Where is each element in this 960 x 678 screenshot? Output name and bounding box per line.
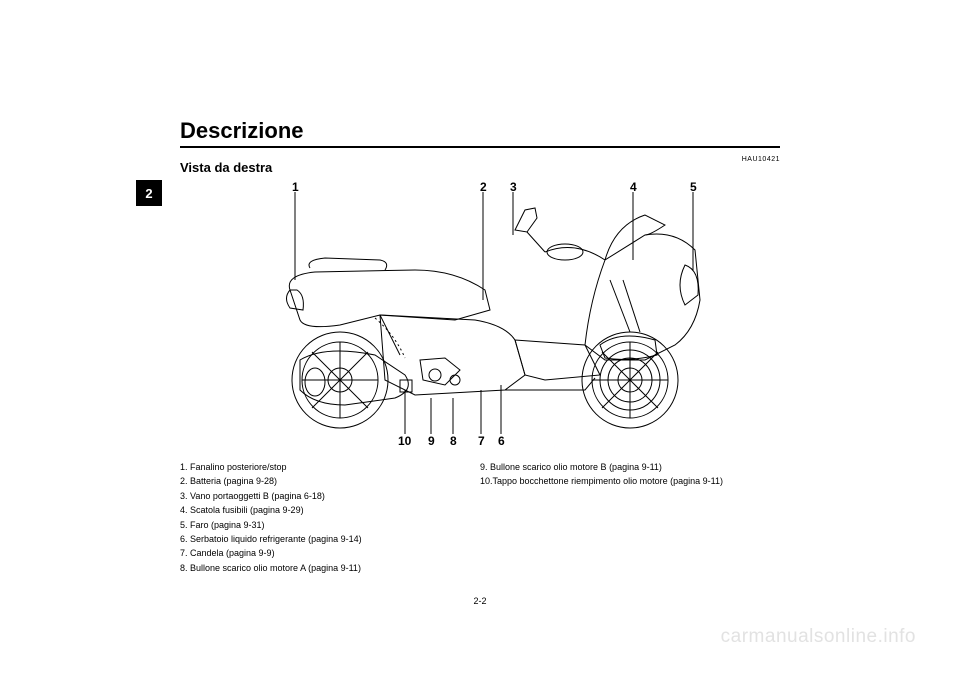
legend-item: 3. Vano portaoggetti B (pagina 6-18): [180, 489, 470, 503]
callout-9: 9: [428, 434, 435, 448]
section-subtitle: Vista da destra: [180, 160, 272, 175]
page-number: 2-2: [0, 596, 960, 606]
legend-item: 10.Tappo bocchettone riempimento olio mo…: [480, 474, 780, 488]
callout-8: 8: [450, 434, 457, 448]
callout-10: 10: [398, 434, 411, 448]
legend-item: 9. Bullone scarico olio motore B (pagina…: [480, 460, 780, 474]
scooter-diagram: [245, 180, 745, 450]
legend-item: 7. Candela (pagina 9-9): [180, 546, 470, 560]
legend-item: 1. Fanalino posteriore/stop: [180, 460, 470, 474]
callouts-bottom: 10 9 8 7 6: [0, 434, 960, 454]
callout-6: 6: [498, 434, 505, 448]
manual-page: Descrizione HAU10421 Vista da destra 2 1…: [0, 0, 960, 678]
doc-code: HAU10421: [742, 156, 780, 163]
legend-item: 4. Scatola fusibili (pagina 9-29): [180, 503, 470, 517]
title-rule: [180, 146, 780, 148]
legend-item: 2. Batteria (pagina 9-28): [180, 474, 470, 488]
page-title: Descrizione: [180, 118, 304, 144]
legend-right: 9. Bullone scarico olio motore B (pagina…: [480, 460, 780, 489]
legend-item: 5. Faro (pagina 9-31): [180, 518, 470, 532]
callout-7: 7: [478, 434, 485, 448]
watermark: carmanualsonline.info: [721, 626, 916, 648]
legend-left: 1. Fanalino posteriore/stop 2. Batteria …: [180, 460, 470, 575]
legend-item: 8. Bullone scarico olio motore A (pagina…: [180, 561, 470, 575]
legend-item: 6. Serbatoio liquido refrigerante (pagin…: [180, 532, 470, 546]
